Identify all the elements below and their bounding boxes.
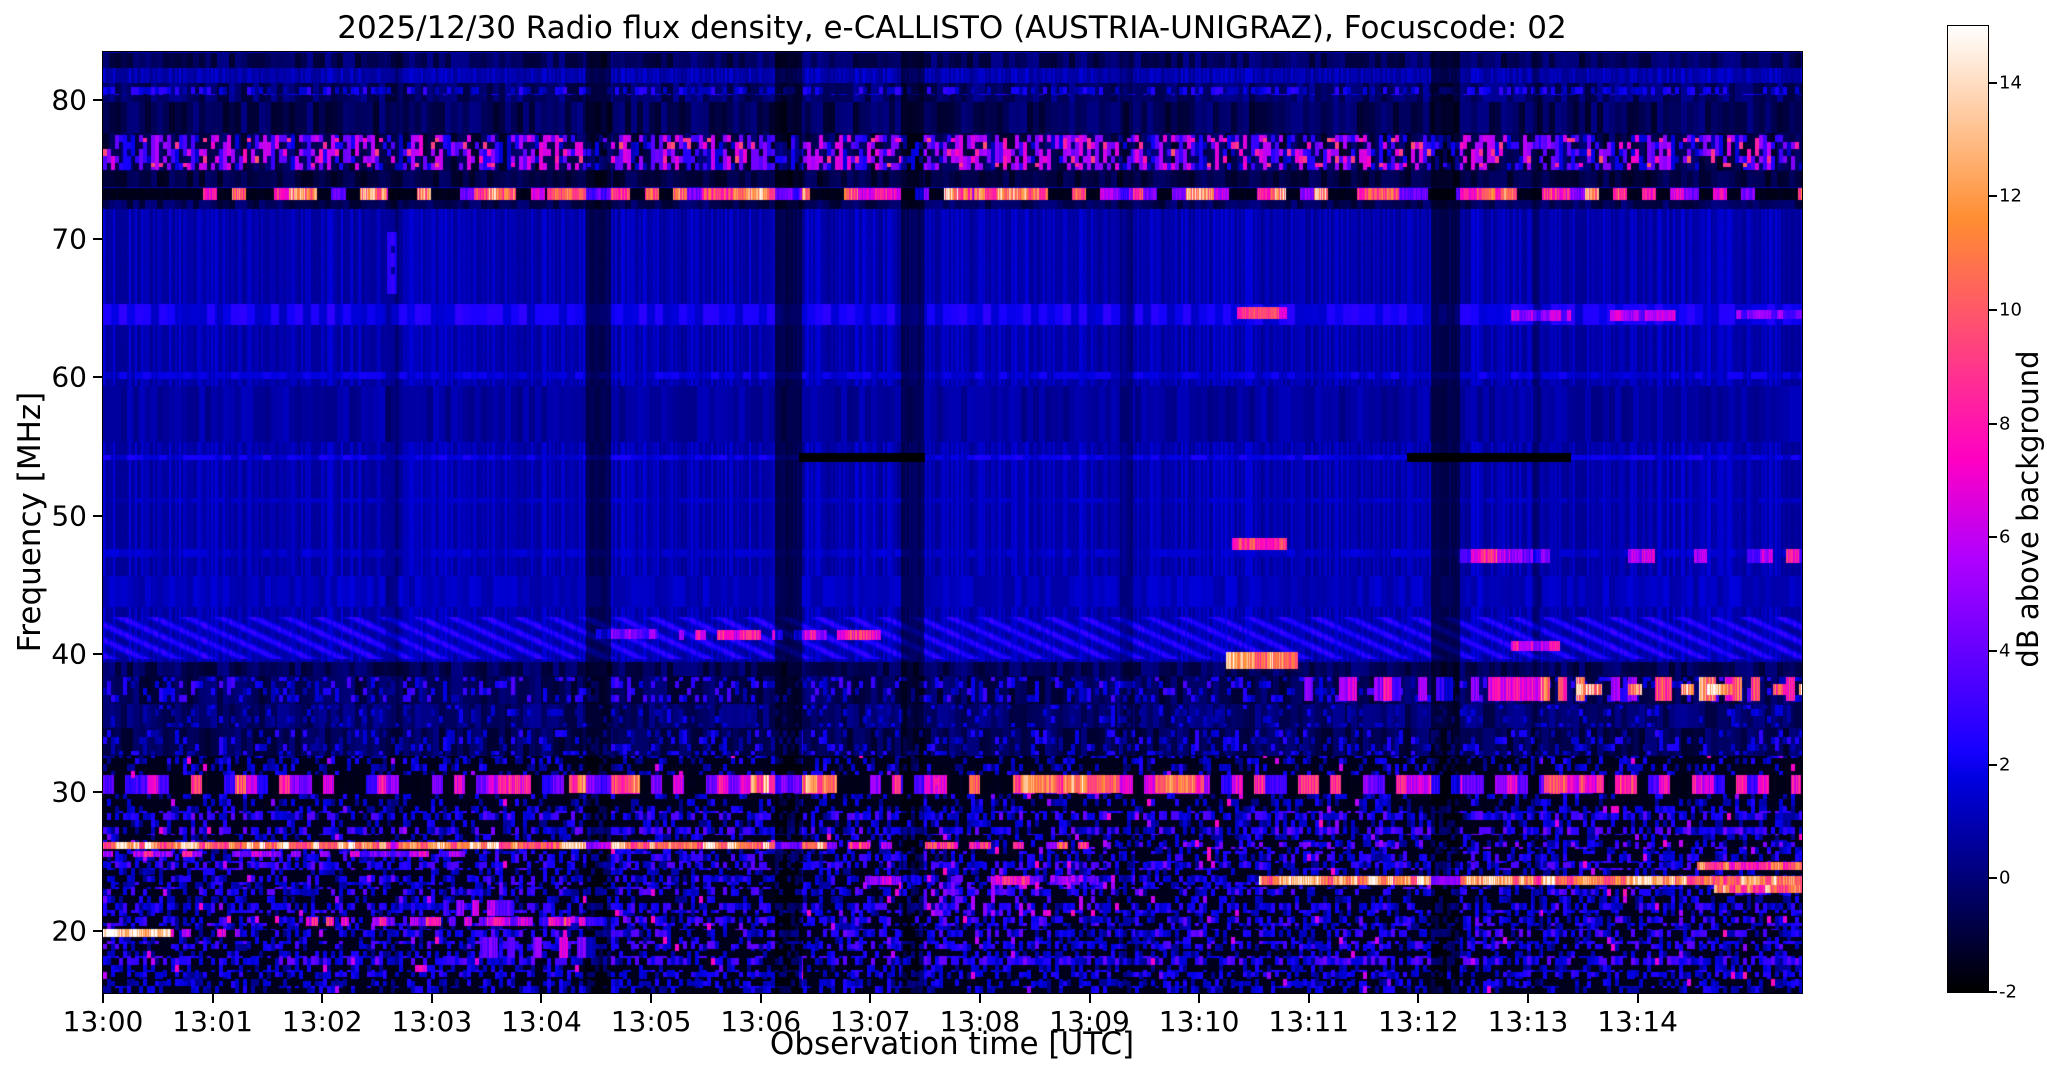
- y-tick-label: 50: [51, 499, 87, 533]
- x-axis-label: Observation time [UTC]: [769, 1026, 1135, 1062]
- colorbar: [1947, 25, 1989, 993]
- y-tick-mark: [93, 99, 102, 102]
- colorbar-label: dB above background: [2011, 350, 2045, 668]
- x-tick-mark: [978, 994, 981, 1003]
- x-tick-label: 13:03: [391, 1005, 473, 1038]
- x-tick-label: 13:09: [1049, 1005, 1130, 1038]
- y-tick-label: 20: [51, 914, 87, 948]
- colorbar-gradient: [1948, 26, 1988, 992]
- y-axis-label: Frequency [MHz]: [12, 391, 48, 653]
- y-tick-label: 60: [51, 360, 87, 394]
- colorbar-tick-label: 6: [1999, 526, 2011, 548]
- y-tick-label: 30: [51, 775, 87, 809]
- x-tick-mark: [211, 994, 214, 1003]
- x-tick-label: 13:05: [610, 1005, 692, 1038]
- x-tick-label: 13:08: [939, 1005, 1021, 1038]
- x-tick-label: 13:01: [172, 1005, 253, 1038]
- colorbar-tick-mark: [1989, 763, 1997, 766]
- y-tick-label: 70: [51, 222, 87, 256]
- y-tick-mark: [93, 929, 102, 932]
- colorbar-tick-label: 10: [1999, 299, 2022, 321]
- colorbar-tick-mark: [1989, 309, 1997, 312]
- colorbar-tick-mark: [1989, 81, 1997, 84]
- x-tick-label: 13:11: [1268, 1005, 1350, 1038]
- x-tick-mark: [1417, 994, 1420, 1003]
- colorbar-tick-label: 8: [1999, 413, 2011, 435]
- x-tick-label: 13:14: [1597, 1005, 1678, 1038]
- spectrogram-canvas: [103, 52, 1802, 993]
- x-tick-mark: [1198, 994, 1201, 1003]
- y-tick-mark: [93, 376, 102, 379]
- x-tick-mark: [1307, 994, 1310, 1003]
- colorbar-tick-label: 12: [1999, 185, 2022, 207]
- x-tick-label: 13:10: [1158, 1005, 1240, 1038]
- x-tick-mark: [102, 994, 104, 1003]
- colorbar-tick-mark: [1989, 422, 1997, 425]
- x-tick-mark: [540, 994, 543, 1003]
- x-tick-mark: [430, 994, 433, 1003]
- x-tick-mark: [869, 994, 872, 1003]
- x-tick-label: 13:02: [281, 1005, 363, 1038]
- x-tick-label: 13:00: [62, 1005, 144, 1038]
- x-tick-mark: [321, 994, 324, 1003]
- y-tick-mark: [93, 791, 102, 794]
- plot-area: [102, 51, 1803, 994]
- colorbar-tick-mark: [1989, 650, 1997, 653]
- colorbar-tick-mark: [1989, 991, 1997, 993]
- colorbar-tick-mark: [1989, 195, 1997, 198]
- colorbar-tick-label: 14: [1999, 72, 2022, 94]
- x-tick-mark: [759, 994, 762, 1003]
- x-tick-label: 13:07: [829, 1005, 911, 1038]
- colorbar-tick-label: 0: [1999, 867, 2011, 889]
- colorbar-tick-mark: [1989, 536, 1997, 539]
- x-tick-label: 13:04: [501, 1005, 582, 1038]
- y-tick-label: 80: [51, 83, 87, 117]
- colorbar-tick-label: -2: [1999, 981, 2017, 1003]
- x-tick-label: 13:12: [1377, 1005, 1459, 1038]
- x-tick-label: 13:13: [1487, 1005, 1569, 1038]
- y-tick-label: 40: [51, 637, 87, 671]
- y-tick-mark: [93, 514, 102, 517]
- y-tick-mark: [93, 652, 102, 655]
- colorbar-tick-mark: [1989, 877, 1997, 880]
- colorbar-tick-label: 2: [1999, 754, 2011, 776]
- x-tick-label: 13:06: [720, 1005, 802, 1038]
- colorbar-tick-label: 4: [1999, 640, 2011, 662]
- x-tick-mark: [1636, 994, 1639, 1003]
- x-tick-mark: [650, 994, 653, 1003]
- x-tick-mark: [1526, 994, 1529, 1003]
- x-tick-mark: [1088, 994, 1091, 1003]
- chart-title: 2025/12/30 Radio flux density, e-CALLIST…: [337, 10, 1567, 46]
- y-tick-mark: [93, 237, 102, 240]
